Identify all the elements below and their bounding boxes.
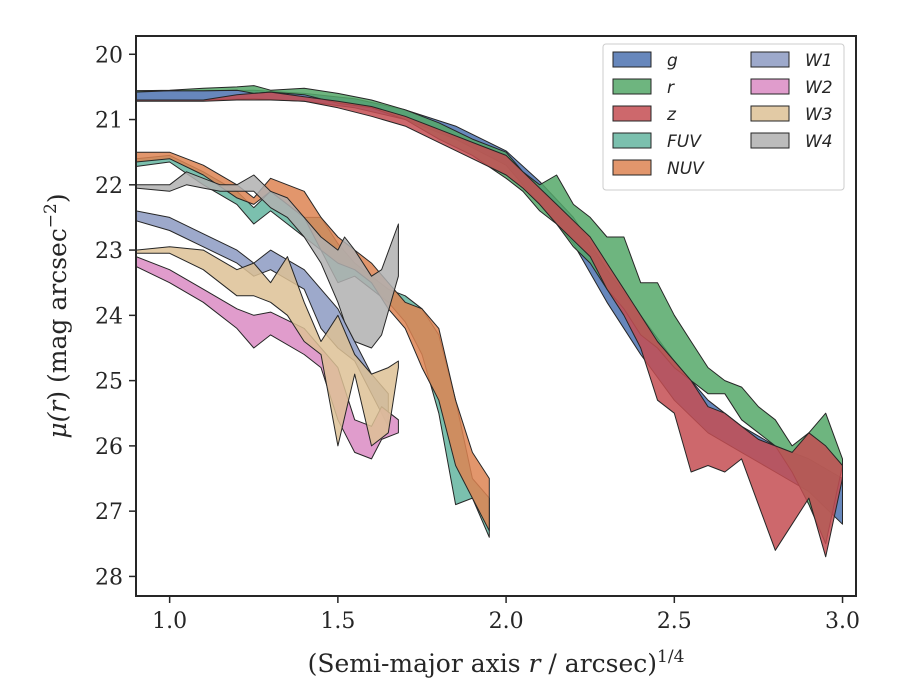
x-tick-label: 1.5 [320,609,355,634]
legend-label-fuv: FUV [667,132,702,152]
x-tick-label: 1.0 [152,609,187,634]
y-tick-label: 24 [95,304,123,329]
legend-swatch-r [612,78,652,95]
x-tick-label: 2.0 [489,609,524,634]
legend-swatch-w4 [750,132,790,149]
legend-label-w1: W1 [805,51,833,71]
legend-label-r: r [667,78,675,98]
x-axis-ticks: 1.0 1.5 2.0 2.5 3.0 [152,596,860,634]
y-tick-label: 28 [95,565,123,590]
x-axis-label: (Semi-major axis r / arcsec)1/4 [308,647,685,678]
series-band-w3 [136,246,399,447]
series-band-w4 [136,171,399,349]
legend-label-w3: W3 [805,105,833,125]
legend-swatch-fuv [612,132,652,149]
legend: grz FUV NUV W1 W2 W3 W4 [602,43,845,191]
y-axis-label: μ(r) (mag arcsec−2) [41,193,72,438]
y-axis-ticks: 20 21 22 23 24 25 26 27 28 [95,43,136,590]
y-tick-label: 21 [95,109,123,134]
y-tick-label: 23 [95,239,123,264]
y-tick-label: 22 [95,174,123,199]
y-tick-label: 25 [95,370,123,395]
legend-label-w4: W4 [805,132,833,152]
legend-label-z: z [666,105,677,125]
legend-swatch-w3 [750,105,790,122]
legend-label-g: g [667,51,678,71]
legend-swatch-g [612,51,652,68]
plot-areas [136,85,843,558]
legend-label-nuv: NUV [667,159,705,179]
legend-swatch-w2 [750,78,790,95]
series-band-z [136,91,843,558]
x-tick-label: 2.5 [657,609,692,634]
y-tick-label: 27 [95,500,123,525]
legend-swatch-w1 [750,51,790,68]
legend-label-w2: W2 [805,78,833,98]
legend-swatch-nuv [612,159,652,176]
y-tick-label: 20 [95,43,123,68]
y-tick-label: 26 [95,435,123,460]
x-tick-label: 3.0 [825,609,860,634]
legend-swatch-z [612,105,652,122]
